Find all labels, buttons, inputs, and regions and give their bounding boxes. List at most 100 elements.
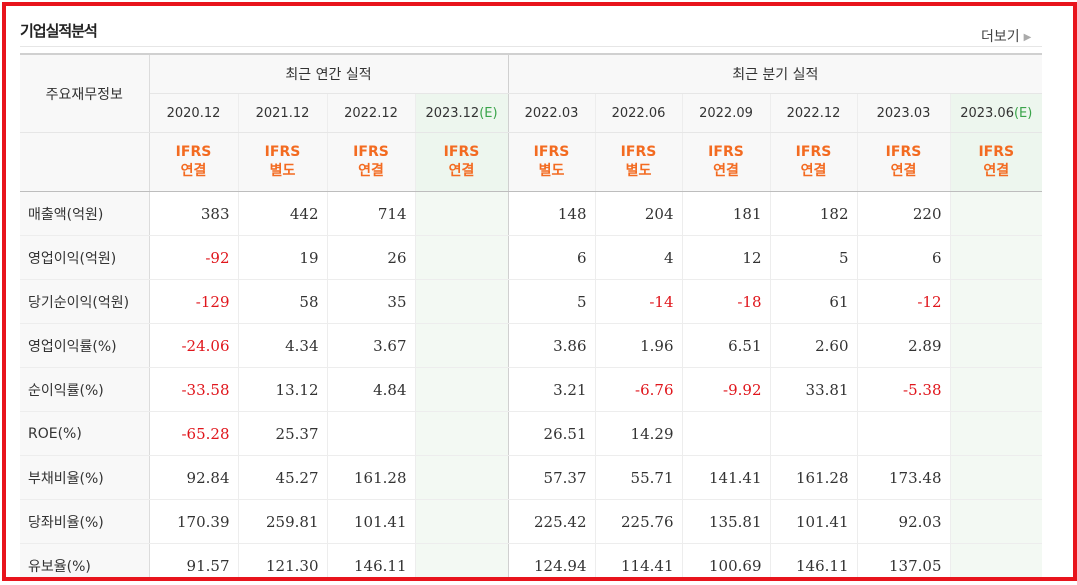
value-cell: 1.96 — [594, 323, 682, 368]
value-cell — [414, 191, 508, 236]
value-cell: 6.51 — [681, 323, 770, 368]
value-cell — [949, 455, 1043, 500]
consolidation-type: 연결 — [983, 163, 1010, 179]
value-cell — [414, 367, 508, 412]
value-cell: 148 — [507, 191, 595, 236]
value-cell: 5 — [507, 279, 595, 324]
chevron-right-icon: ▶ — [1023, 32, 1032, 43]
value-cell: 442 — [237, 191, 327, 236]
value-cell: 225.42 — [507, 499, 595, 544]
period-label: 2022.09 — [699, 105, 753, 121]
value-cell: -129 — [149, 279, 238, 324]
value-cell: 181 — [681, 191, 770, 236]
basis-header: IFRS 연결 — [326, 132, 415, 192]
table-row: 영업이익(억원) -92 19 26 6 4 12 5 6 — [20, 235, 1043, 280]
period-header: 2022.03 — [507, 93, 595, 133]
quarterly-group-header: 최근 분기 실적 — [507, 54, 1043, 94]
row-label: ROE(%) — [20, 411, 150, 456]
value-cell: 13.12 — [237, 367, 327, 412]
basis-header: IFRS 연결 — [856, 132, 950, 192]
consolidation-type: 별도 — [269, 163, 296, 179]
value-cell: -12 — [856, 279, 950, 324]
period-header: 2022.09 — [681, 93, 770, 133]
value-cell: 100.69 — [681, 543, 770, 577]
period-label: 2023.03 — [876, 105, 931, 121]
value-cell — [414, 543, 508, 577]
value-cell: 383 — [149, 191, 238, 236]
consolidation-type: 연결 — [358, 163, 384, 179]
period-header: 2023.03 — [856, 93, 950, 133]
basis-header: IFRS 연결 — [149, 132, 238, 192]
value-cell: -18 — [681, 279, 770, 324]
period-header: 2022.12 — [769, 93, 857, 133]
table-row: 당좌비율(%) 170.39 259.81 101.41 225.42 225.76 135… — [20, 499, 1043, 544]
value-cell: 61 — [769, 279, 857, 324]
period-header: 2022.06 — [594, 93, 682, 133]
row-label: 유보율(%) — [20, 543, 150, 577]
value-cell: 141.41 — [681, 455, 770, 500]
value-cell — [414, 279, 508, 324]
value-cell — [949, 323, 1043, 368]
basis-label-cell — [20, 132, 150, 192]
more-link[interactable]: 더보기 ▶ — [981, 26, 1031, 46]
row-label: 순이익률(%) — [20, 367, 150, 412]
value-cell: 114.41 — [594, 543, 682, 577]
title-divider — [20, 46, 1042, 47]
value-cell: 6 — [856, 235, 950, 280]
table-row: 영업이익률(%) -24.06 4.34 3.67 3.86 1.96 6.51 2.60 2.… — [20, 323, 1043, 368]
value-cell: 137.05 — [856, 543, 950, 577]
period-header: 2022.12 — [326, 93, 415, 133]
consolidation-type: 연결 — [180, 163, 207, 179]
row-label: 영업이익률(%) — [20, 323, 150, 368]
value-cell: 204 — [594, 191, 682, 236]
row-label: 당기순이익(억원) — [20, 279, 150, 324]
value-cell: 225.76 — [594, 499, 682, 544]
value-cell: 161.28 — [769, 455, 857, 500]
value-cell: 12 — [681, 235, 770, 280]
financial-summary-table: 주요재무정보 최근 연간 실적 최근 분기 실적 2020.12 2021.12 2… — [20, 53, 1043, 577]
accounting-standard: IFRS — [533, 144, 570, 160]
table-row: 부채비율(%) 92.84 45.27 161.28 57.37 55.71 141.41 1… — [20, 455, 1043, 500]
value-cell: 58 — [237, 279, 327, 324]
value-cell — [949, 499, 1043, 544]
value-cell: 14.29 — [594, 411, 682, 456]
basis-header: IFRS 연결 — [414, 132, 508, 192]
value-cell: 3.86 — [507, 323, 595, 368]
accounting-standard: IFRS — [353, 144, 389, 160]
period-label: 2020.12 — [166, 105, 221, 121]
value-cell: 173.48 — [856, 455, 950, 500]
accounting-standard: IFRS — [708, 144, 744, 160]
consolidation-type: 연결 — [890, 163, 917, 179]
value-cell: 4.34 — [237, 323, 327, 368]
row-header-label: 주요재무정보 — [20, 54, 150, 133]
estimate-mark: (E) — [479, 105, 498, 121]
basis-header: IFRS 별도 — [594, 132, 682, 192]
consolidation-type: 연결 — [713, 163, 739, 179]
period-header: 2021.12 — [237, 93, 327, 133]
consolidation-type: 연결 — [448, 163, 475, 179]
table-row: 당기순이익(억원) -129 58 35 5 -14 -18 61 -12 — [20, 279, 1043, 324]
value-cell: 4 — [594, 235, 682, 280]
table-row: 유보율(%) 91.57 121.30 146.11 124.94 114.41 100.6… — [20, 543, 1043, 577]
value-cell: 259.81 — [237, 499, 327, 544]
consolidation-type: 연결 — [800, 163, 827, 179]
value-cell: -33.58 — [149, 367, 238, 412]
value-cell: -92 — [149, 235, 238, 280]
value-cell: -6.76 — [594, 367, 682, 412]
value-cell — [949, 543, 1043, 577]
accounting-standard: IFRS — [795, 144, 832, 160]
period-label: 2022.06 — [611, 105, 666, 121]
value-cell: 220 — [856, 191, 950, 236]
value-cell: 45.27 — [237, 455, 327, 500]
basis-header: IFRS 연결 — [769, 132, 857, 192]
row-label: 매출액(억원) — [20, 191, 150, 236]
value-cell — [949, 367, 1043, 412]
row-label: 당좌비율(%) — [20, 499, 150, 544]
value-cell — [949, 279, 1043, 324]
value-cell: 161.28 — [326, 455, 415, 500]
value-cell: 170.39 — [149, 499, 238, 544]
period-label: 2021.12 — [255, 105, 310, 121]
value-cell: -14 — [594, 279, 682, 324]
period-label: 2023.06 — [960, 105, 1014, 121]
period-label: 2022.12 — [344, 105, 398, 121]
